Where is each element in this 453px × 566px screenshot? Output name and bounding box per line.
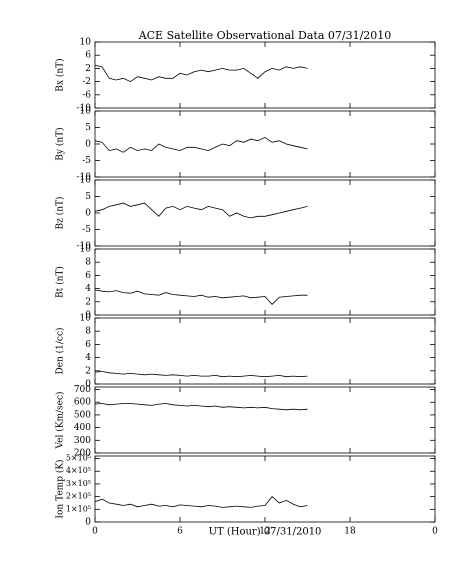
x-tick-label: 6 bbox=[177, 527, 183, 537]
y-tick-label: 10 bbox=[80, 107, 92, 117]
x-tick-label: 0 bbox=[432, 527, 438, 537]
y-tick-label: 10 bbox=[80, 176, 92, 186]
y-tick-label: 3×10⁵ bbox=[66, 479, 91, 488]
y-tick-label: 6 bbox=[85, 340, 91, 350]
y-tick-label: -5 bbox=[82, 156, 91, 166]
y-tick-label: 6 bbox=[85, 51, 91, 61]
y-tick-label: 400 bbox=[74, 423, 91, 433]
y-tick-label: 500 bbox=[74, 410, 91, 420]
y-axis-label: Ion Temp (K) bbox=[55, 459, 66, 518]
panel-frame bbox=[94, 317, 436, 385]
data-line bbox=[94, 289, 308, 305]
y-tick-label: 5 bbox=[85, 123, 91, 133]
data-line bbox=[94, 136, 308, 153]
y-tick-label: 2×10⁵ bbox=[66, 492, 91, 501]
y-tick-label: 2 bbox=[85, 297, 91, 307]
panel-frame bbox=[94, 110, 436, 178]
y-tick-label: 4 bbox=[85, 353, 91, 363]
y-tick-label: 10 bbox=[80, 245, 92, 255]
chart-title: ACE Satellite Observational Data 07/31/2… bbox=[138, 29, 392, 42]
y-axis-label: Bt (nT) bbox=[55, 266, 66, 298]
y-tick-label: -5 bbox=[82, 225, 91, 235]
x-axis-label: UT (Hour) 07/31/2010 bbox=[209, 527, 322, 538]
y-tick-label: 5 bbox=[85, 192, 91, 202]
y-tick-label: 700 bbox=[74, 385, 91, 395]
y-tick-label: -10 bbox=[77, 173, 92, 183]
y-tick-label: -10 bbox=[77, 242, 92, 252]
y-tick-label: -10 bbox=[77, 104, 92, 114]
y-tick-label: 10 bbox=[80, 314, 92, 324]
data-line bbox=[94, 371, 308, 378]
data-line bbox=[94, 202, 308, 219]
panel-frame bbox=[94, 179, 436, 247]
y-axis-label: Bz (nT) bbox=[55, 196, 66, 229]
panel-frame bbox=[94, 248, 436, 316]
y-tick-label: 0 bbox=[85, 380, 91, 390]
y-tick-label: 600 bbox=[74, 398, 91, 408]
y-tick-label: 0 bbox=[85, 311, 91, 321]
panel-frame bbox=[94, 386, 436, 454]
panel-frame bbox=[94, 41, 436, 109]
y-tick-label: 200 bbox=[74, 449, 91, 459]
data-line bbox=[94, 64, 308, 83]
y-tick-label: 300 bbox=[74, 436, 91, 446]
y-tick-label: 4 bbox=[85, 284, 91, 294]
y-axis-label: By (nT) bbox=[55, 127, 66, 160]
y-tick-label: 0 bbox=[85, 518, 91, 528]
x-tick-label: 18 bbox=[344, 527, 356, 537]
data-line bbox=[94, 403, 308, 411]
y-tick-label: 2 bbox=[85, 64, 91, 74]
x-tick-label: 0 bbox=[92, 527, 98, 537]
y-tick-label: -2 bbox=[82, 77, 91, 87]
y-axis-label: Bx (nT) bbox=[55, 58, 66, 91]
y-tick-label: -6 bbox=[82, 90, 91, 100]
y-axis-label: Vel (Km/sec) bbox=[55, 391, 66, 449]
y-tick-label: 8 bbox=[85, 258, 91, 268]
panel-frame bbox=[94, 455, 436, 523]
y-tick-label: 8 bbox=[85, 327, 91, 337]
y-tick-label: 1×10⁵ bbox=[66, 504, 91, 513]
y-axis-label: Den (1/cc) bbox=[55, 327, 66, 374]
y-tick-label: 0 bbox=[85, 209, 91, 219]
y-tick-label: 5×10⁵ bbox=[66, 454, 91, 463]
y-tick-label: 0 bbox=[85, 140, 91, 150]
y-tick-label: 10 bbox=[80, 38, 92, 48]
y-tick-label: 2 bbox=[85, 366, 91, 376]
y-tick-label: 4×10⁵ bbox=[66, 466, 91, 475]
x-tick-label: 12 bbox=[259, 527, 270, 537]
data-line bbox=[94, 496, 308, 508]
y-tick-label: 6 bbox=[85, 271, 91, 281]
